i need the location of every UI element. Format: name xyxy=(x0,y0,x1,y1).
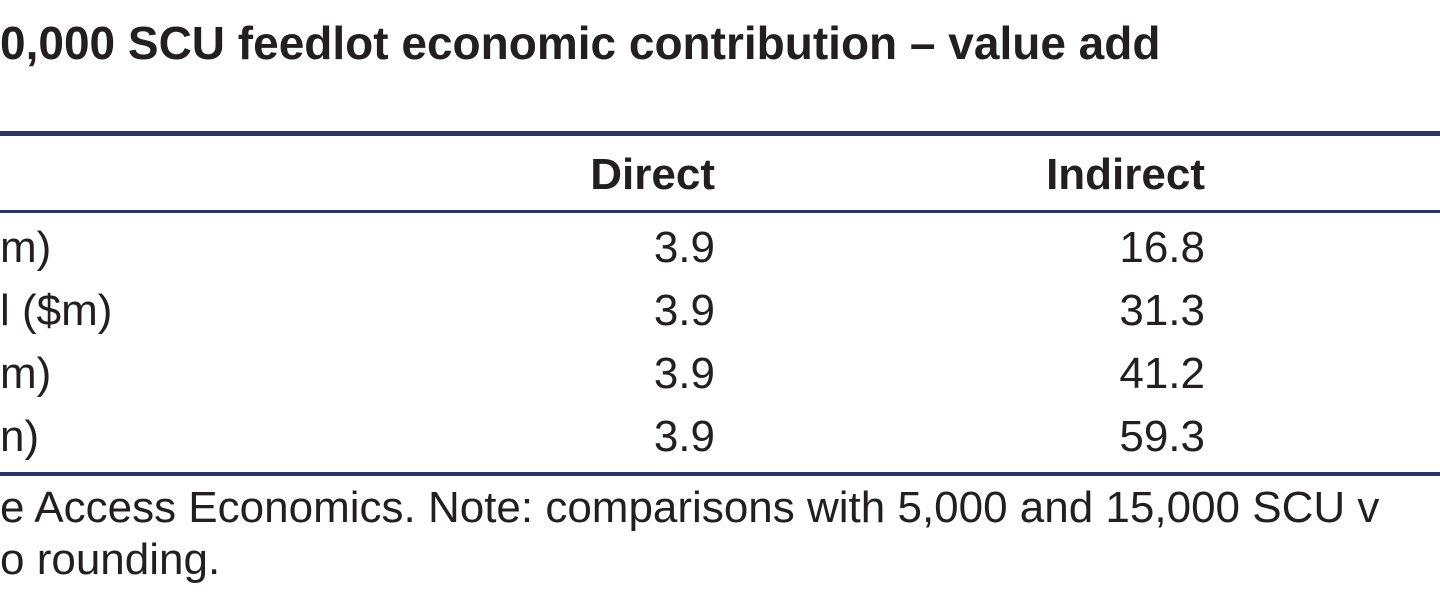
indirect-value: 59.3 xyxy=(1119,412,1205,461)
note: e Access Economics. Note: comparisons wi… xyxy=(0,483,1380,532)
row-label: n) xyxy=(0,412,40,461)
direct-value: 3.9 xyxy=(653,223,715,272)
direct-value: 3.9 xyxy=(653,349,715,398)
column-header: Indirect xyxy=(1046,150,1205,199)
note: o rounding. xyxy=(0,535,221,584)
indirect-value: 41.2 xyxy=(1119,349,1205,398)
row-label: l ($m) xyxy=(0,286,113,335)
direct-value: 3.9 xyxy=(653,412,715,461)
title: 0,000 SCU feedlot economic contribution … xyxy=(0,17,1161,69)
column-header: Direct xyxy=(590,150,715,199)
indirect-value: 16.8 xyxy=(1119,223,1205,272)
row-label: m) xyxy=(0,349,52,398)
row-label: m) xyxy=(0,223,52,272)
header-rule xyxy=(0,210,1440,213)
indirect-value: 31.3 xyxy=(1119,286,1205,335)
top-rule xyxy=(0,131,1440,136)
direct-value: 3.9 xyxy=(653,286,715,335)
bottom-rule xyxy=(0,472,1440,476)
